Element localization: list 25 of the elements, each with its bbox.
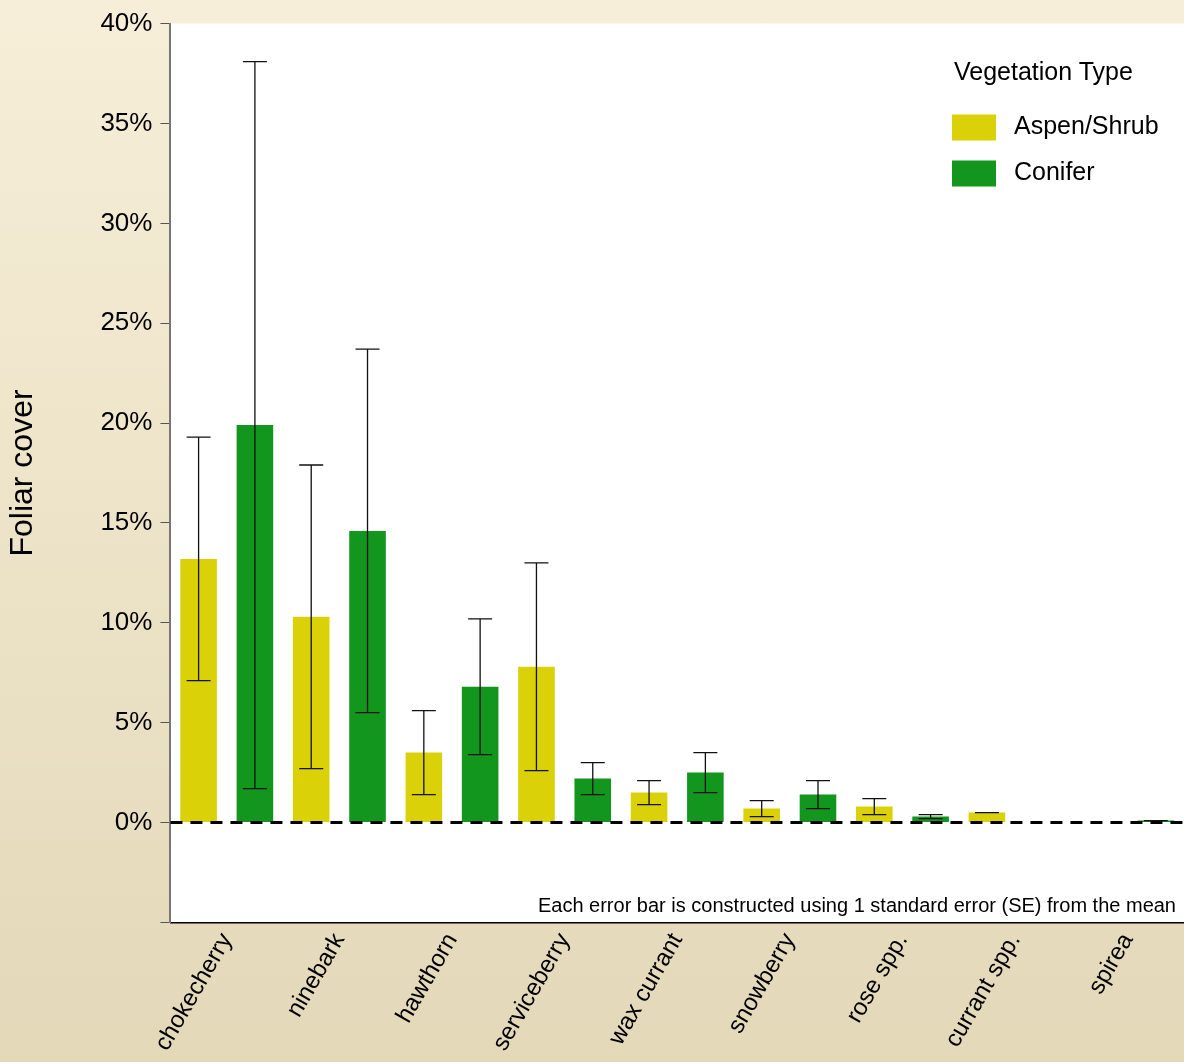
y-tick-label: 10% [100,605,153,636]
bar [236,425,274,823]
bar [518,666,555,823]
y-tick-label: 0% [114,805,153,836]
legend-title: Vegetation Type [954,57,1133,86]
bar [687,772,724,823]
y-axis-title: Foliar cover [3,389,40,557]
annotation: Each error bar is constructed using 1 standard error (SE) from the mean [537,893,1176,916]
y-tick-label: 5% [114,705,153,736]
y-tick-label: 25% [100,306,153,337]
bar [630,792,668,823]
bar [799,794,837,823]
y-tick-label: 35% [100,106,153,137]
y-tick-label: 30% [100,206,153,237]
bar [180,558,217,823]
bar [574,778,612,823]
bar [349,530,386,823]
y-tick-label: 15% [100,506,153,537]
y-tick-label: 20% [100,406,153,437]
bar [292,616,330,823]
legend-label: Aspen/Shrub [1014,111,1159,140]
bar [461,686,499,823]
legend-label: Conifer [1014,157,1095,186]
y-tick-label: 40% [100,6,153,37]
bar [405,752,443,823]
